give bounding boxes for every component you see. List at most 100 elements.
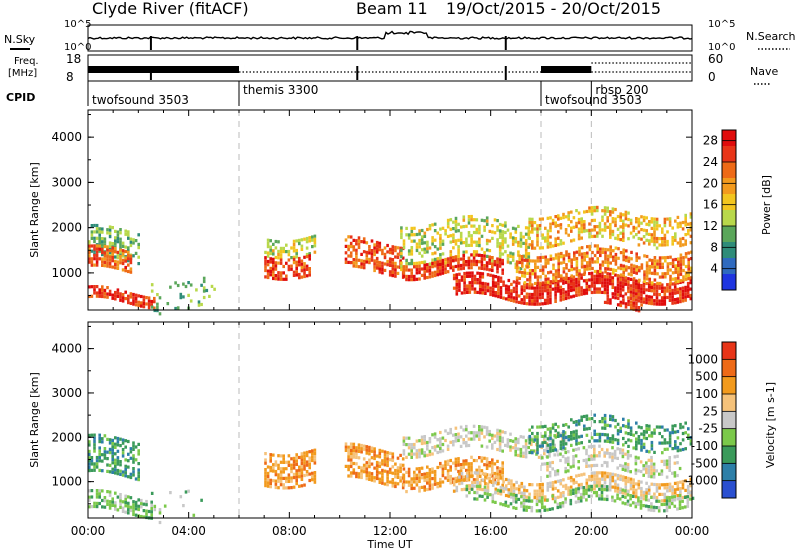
echo-cell <box>439 269 442 273</box>
echo-cell <box>585 481 589 485</box>
echo-cell <box>279 250 283 254</box>
echo-cell <box>679 279 683 283</box>
echo-cell <box>134 293 138 297</box>
echo-cell <box>480 469 484 473</box>
echo-cell <box>638 265 641 270</box>
echo-cell <box>582 458 586 463</box>
echo-cell <box>666 217 669 221</box>
echo-cell <box>480 425 484 429</box>
echo-cell <box>142 515 146 519</box>
echo-cell <box>388 467 392 471</box>
echo-cell <box>462 260 465 264</box>
echo-cell <box>368 471 371 475</box>
echo-cell <box>465 424 468 429</box>
echo-cell <box>202 295 206 300</box>
echo-cell <box>116 288 120 292</box>
echo-cell <box>478 434 481 438</box>
echo-cell <box>536 256 540 260</box>
echo-cell <box>344 251 348 255</box>
echo-cell <box>502 296 505 300</box>
echo-cell <box>590 274 594 279</box>
echo-cell <box>277 249 280 253</box>
echo-cell <box>295 478 298 482</box>
echo-cell <box>119 295 122 299</box>
echo-cell <box>627 432 630 436</box>
echo-cell <box>677 267 680 271</box>
echo-cell <box>622 258 625 262</box>
echo-cell <box>375 460 379 465</box>
echo-cell <box>666 428 669 432</box>
echo-cell <box>673 285 677 289</box>
echo-cell <box>510 282 513 286</box>
echo-cell <box>634 468 638 472</box>
echo-cell <box>541 489 544 493</box>
echo-cell <box>541 486 544 490</box>
echo-cell <box>514 446 517 450</box>
echo-cell <box>473 277 477 282</box>
echo-cell <box>677 273 680 277</box>
echo-cell <box>365 470 369 474</box>
echo-cell <box>616 486 620 490</box>
echo-cell <box>544 431 547 435</box>
echo-cell <box>536 278 540 282</box>
echo-cell <box>452 440 455 444</box>
echo-cell <box>308 254 311 258</box>
echo-cell <box>593 287 596 291</box>
colorbar-swatch <box>722 258 736 274</box>
echo-cell <box>121 244 125 248</box>
echo-cell <box>370 446 374 450</box>
echo-cell <box>664 256 667 260</box>
echo-cell <box>648 427 651 431</box>
echo-cell <box>292 463 296 467</box>
echo-cell <box>415 473 419 477</box>
echo-cell <box>655 495 659 500</box>
echo-cell <box>640 448 643 452</box>
echo-cell <box>678 500 682 504</box>
echo-cell <box>290 457 293 461</box>
echo-cell <box>426 487 429 492</box>
echo-cell <box>629 231 633 235</box>
echo-cell <box>472 240 476 244</box>
echo-cell <box>423 451 426 455</box>
echo-cell <box>375 454 379 458</box>
echo-cell <box>501 503 505 507</box>
echo-cell <box>446 222 450 226</box>
echo-cell <box>528 428 531 432</box>
echo-cell <box>300 477 304 481</box>
echo-cell <box>559 239 563 243</box>
echo-cell <box>535 499 539 503</box>
echo-cell <box>509 432 512 436</box>
echo-cell <box>90 224 94 228</box>
nsearch-label: N.Search <box>746 30 796 43</box>
echo-cell <box>452 433 455 437</box>
echo-cell <box>494 294 498 298</box>
echo-cell <box>525 302 529 306</box>
echo-cell <box>266 263 270 267</box>
echo-cell <box>362 250 366 254</box>
echo-cell <box>687 273 690 277</box>
echo-cell <box>459 444 463 448</box>
echo-cell <box>121 451 125 455</box>
echo-cell <box>375 240 379 245</box>
echo-cell <box>295 263 298 267</box>
echo-cell <box>518 257 521 261</box>
echo-cell <box>103 434 107 438</box>
echo-cell <box>394 274 397 278</box>
echo-cell <box>642 490 646 494</box>
echo-cell <box>678 494 682 498</box>
echo-cell <box>106 245 109 249</box>
echo-cell <box>661 425 664 429</box>
echo-cell <box>452 265 455 269</box>
echo-cell <box>517 240 520 244</box>
echo-cell <box>598 471 602 475</box>
echo-cell <box>465 477 469 481</box>
echo-cell <box>431 486 434 490</box>
echo-cell <box>433 261 437 265</box>
echo-cell <box>462 253 465 258</box>
echo-cell <box>606 423 609 427</box>
echo-cell <box>577 230 581 234</box>
echo-cell <box>624 217 628 221</box>
echo-cell <box>577 487 580 491</box>
echo-cell <box>402 245 406 249</box>
echo-cell <box>88 462 91 466</box>
